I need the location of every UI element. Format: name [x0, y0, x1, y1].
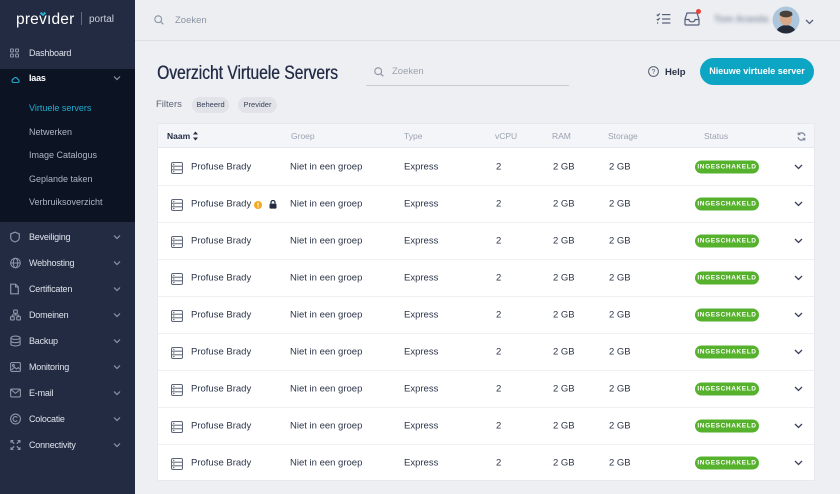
svg-text:?: ?	[652, 69, 656, 76]
